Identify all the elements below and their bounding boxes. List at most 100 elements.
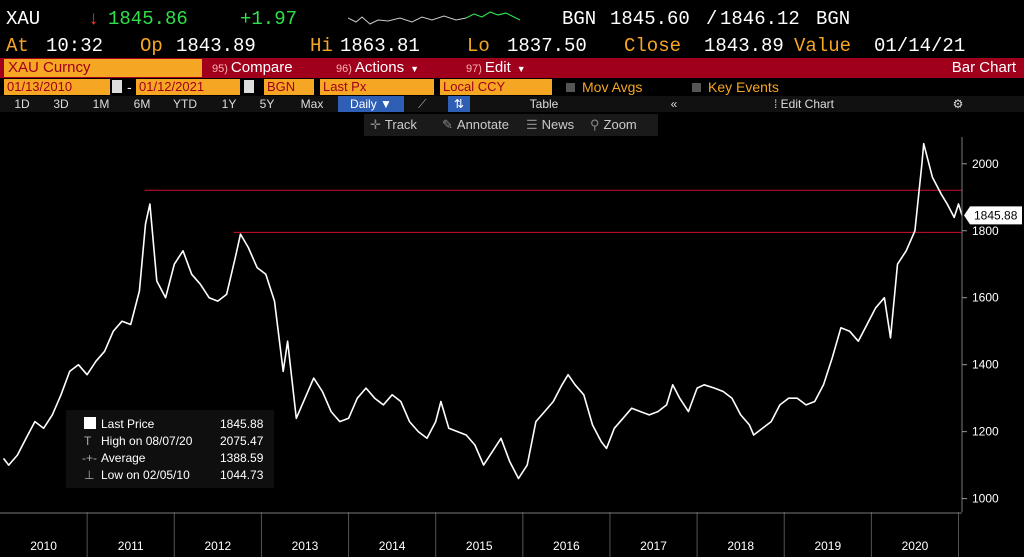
key-events-checkbox[interactable]: [692, 83, 701, 92]
period-1y[interactable]: 1Y: [221, 97, 237, 111]
legend-low-label: Low on 02/05/10: [101, 468, 190, 482]
legend-low-value: 1044.73: [220, 468, 264, 482]
mov-avgs-checkbox[interactable]: [566, 83, 575, 92]
x-tick-label: 2018: [727, 539, 754, 553]
end-date-field[interactable]: 01/12/2021: [136, 79, 240, 95]
edit-caret-icon: ▼: [516, 64, 526, 74]
annotate-tool[interactable]: ✎ Annotate: [442, 114, 509, 136]
open-price: 1843.89: [176, 35, 256, 57]
track-tool[interactable]: ✛ Track: [370, 114, 417, 136]
actions-caret-icon: ▼: [410, 64, 420, 74]
security-field[interactable]: XAU Curncy: [4, 59, 202, 77]
settings-row: 01/13/2010 - 01/12/2021 BGN Last Px Loca…: [0, 79, 1024, 96]
x-tick-label: 2013: [292, 539, 319, 553]
legend-swatch: [84, 417, 96, 429]
period-6m[interactable]: 6M: [133, 97, 151, 111]
period-1m[interactable]: 1M: [92, 97, 110, 111]
y-tick-label: 1000: [972, 492, 999, 506]
at-label: At: [6, 35, 29, 57]
edit-chart-label: Edit Chart: [780, 97, 835, 111]
net-change: +1.97: [240, 8, 298, 30]
news-icon: ☰: [526, 117, 538, 132]
legend-high-label: High on 08/07/20: [101, 434, 193, 448]
last-price-tag-label: 1845.88: [974, 208, 1018, 222]
period-max[interactable]: Max: [300, 97, 324, 111]
x-tick-label: 2017: [640, 539, 667, 553]
x-tick-label: 2012: [204, 539, 231, 553]
chart-legend[interactable]: Last Price 1845.88 T High on 08/07/20 20…: [66, 410, 274, 488]
compare-number: 95): [212, 63, 228, 75]
y-axis-ticks: 1000 1200 1400 1600 1800 2000: [962, 157, 999, 506]
last-price: 1845.86: [108, 8, 188, 30]
magnifier-icon: ⚲: [590, 117, 600, 132]
bid-price: 1845.60: [610, 8, 690, 30]
legend-high-value: 2075.47: [220, 434, 264, 448]
track-label: Track: [384, 117, 417, 132]
line-chart-icon[interactable]: ⟋: [418, 97, 427, 111]
value-date: 01/14/21: [874, 35, 966, 57]
legend-last-price-value: 1845.88: [220, 417, 264, 431]
zoom-label: Zoom: [603, 117, 637, 132]
chart-type-label[interactable]: Bar Chart: [951, 59, 1016, 76]
mov-avgs-label: Mov Avgs: [582, 79, 643, 95]
news-label: News: [541, 117, 575, 132]
start-calendar-icon[interactable]: [112, 80, 122, 93]
x-tick-label: 2010: [30, 539, 57, 553]
last-price-marker: 1845.88: [964, 206, 1022, 225]
legend-background: [66, 410, 274, 488]
period-ytd[interactable]: YTD: [173, 97, 197, 111]
pencil-icon: ✎: [442, 117, 453, 132]
legend-average-label: Average: [101, 451, 146, 465]
low-label: Lo: [467, 35, 490, 57]
high-label: Hi: [310, 35, 333, 57]
start-date-field[interactable]: 01/13/2010: [4, 79, 110, 95]
end-calendar-icon[interactable]: [244, 80, 254, 93]
actions-menu[interactable]: 96) Actions ▼: [336, 59, 419, 77]
period-5y[interactable]: 5Y: [259, 97, 275, 111]
legend-last-price-label: Last Price: [101, 417, 155, 431]
bid-ask-separator: /: [706, 8, 718, 30]
quote-time: 10:32: [46, 35, 104, 57]
x-tick-label: 2014: [379, 539, 406, 553]
price-field[interactable]: Last Px: [320, 79, 434, 95]
bar-chart-icon[interactable]: ⇅: [448, 96, 471, 112]
collapse-icon[interactable]: «: [670, 97, 678, 111]
actions-label: Actions: [354, 59, 405, 76]
table-button[interactable]: Table: [529, 97, 559, 111]
x-tick-label: 2020: [902, 539, 929, 553]
edit-menu[interactable]: 97) Edit ▼: [466, 59, 526, 77]
bid-source: BGN: [562, 8, 597, 30]
year-separators: [86, 512, 960, 557]
compare-label: Compare: [230, 59, 293, 76]
period-3d[interactable]: 3D: [53, 97, 69, 111]
y-tick-label: 1600: [972, 291, 999, 305]
edit-number: 97): [466, 63, 482, 75]
last-price-tag: [964, 206, 1022, 225]
period-1d[interactable]: 1D: [14, 97, 30, 111]
currency-field[interactable]: Local CCY: [440, 79, 552, 95]
key-events-label: Key Events: [708, 79, 779, 95]
x-axis-ticks: 2010 2011 2012 2013 2014 2015 2016 2017 2018 2019…: [30, 539, 928, 553]
x-tick-label: 2011: [118, 539, 144, 553]
y-tick-label: 1800: [972, 224, 999, 238]
edit-chart-button[interactable]: ⁞ Edit Chart: [773, 97, 835, 111]
chart-tools-row: ✛ Track ✎ Annotate ☰ News ⚲ Zoom: [0, 113, 1024, 137]
price-series: [2, 142, 963, 480]
ticker: XAU: [6, 8, 41, 30]
frequency-dropdown[interactable]: Daily ▼: [338, 96, 404, 112]
price-chart[interactable]: 1000 1200 1400 1600 1800 2000 2010 2011 2012 201…: [0, 137, 1024, 557]
y-tick-label: 1400: [972, 358, 999, 372]
compare-menu[interactable]: 95) Compare: [212, 59, 293, 77]
open-label: Op: [140, 35, 163, 57]
y-tick-label: 2000: [972, 157, 999, 171]
annotate-label: Annotate: [456, 117, 509, 132]
zoom-tool[interactable]: ⚲ Zoom: [590, 114, 637, 136]
source-field[interactable]: BGN: [264, 79, 314, 95]
news-tool[interactable]: ☰ News: [526, 114, 574, 136]
down-arrow-icon: ↓: [88, 8, 100, 30]
y-tick-label: 1200: [972, 425, 999, 439]
reference-lines: [144, 189, 962, 233]
gear-icon[interactable]: ⚙: [952, 97, 964, 111]
ask-price: 1846.12: [720, 8, 800, 30]
function-toolbar: XAU Curncy 95) Compare 96) Actions ▼ 97) Edi…: [0, 58, 1024, 78]
